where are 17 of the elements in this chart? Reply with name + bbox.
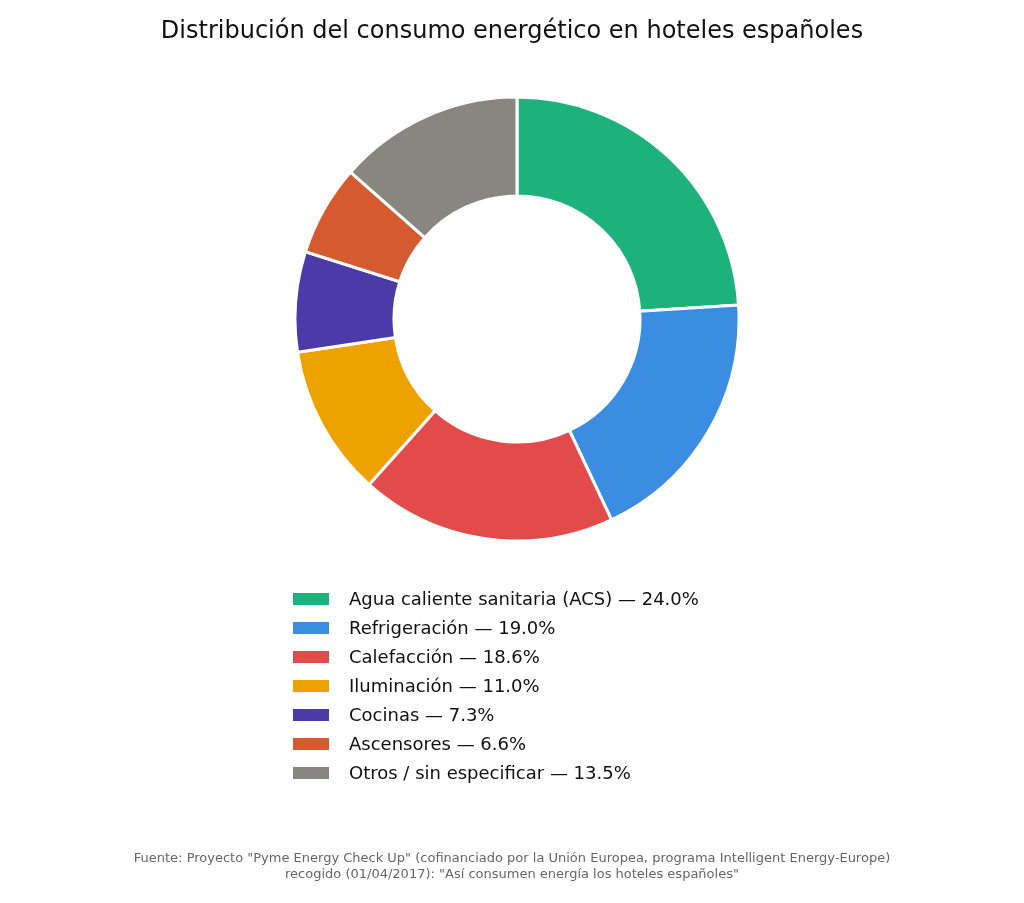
data-label: — 13.5% [549, 762, 631, 783]
data-label: — 7.3% [425, 704, 495, 725]
data-label: — 18.6% [458, 646, 540, 667]
data-label: — 11.0% [458, 675, 540, 696]
data-label: — 19.0% [474, 617, 556, 638]
legend-label: Iluminación [349, 675, 454, 696]
legend-label: Refrigeración [349, 617, 469, 638]
legend-label: Cocinas [349, 704, 420, 725]
source-note: Fuente: Proyecto "Pyme Energy Check Up" (cofinanciado por la Unión Europea, programa Intelligent Energy-Europe) [132, 850, 892, 866]
legend-label: Agua caliente sanitaria (ACS) [349, 588, 613, 609]
legend-label: Otros / sin especificar [349, 762, 545, 783]
text: recogido (01/04/2017): "Así consumen energía los hoteles españoles" [284, 866, 740, 882]
data-label: — 6.6% [456, 733, 527, 754]
legend-label: Calefacción [349, 646, 454, 667]
chart-title: Distribución del consumo energético en hoteles españoles [159, 16, 865, 44]
legend-label: Ascensores [349, 733, 451, 754]
data-label: — 24.0% [617, 588, 699, 609]
